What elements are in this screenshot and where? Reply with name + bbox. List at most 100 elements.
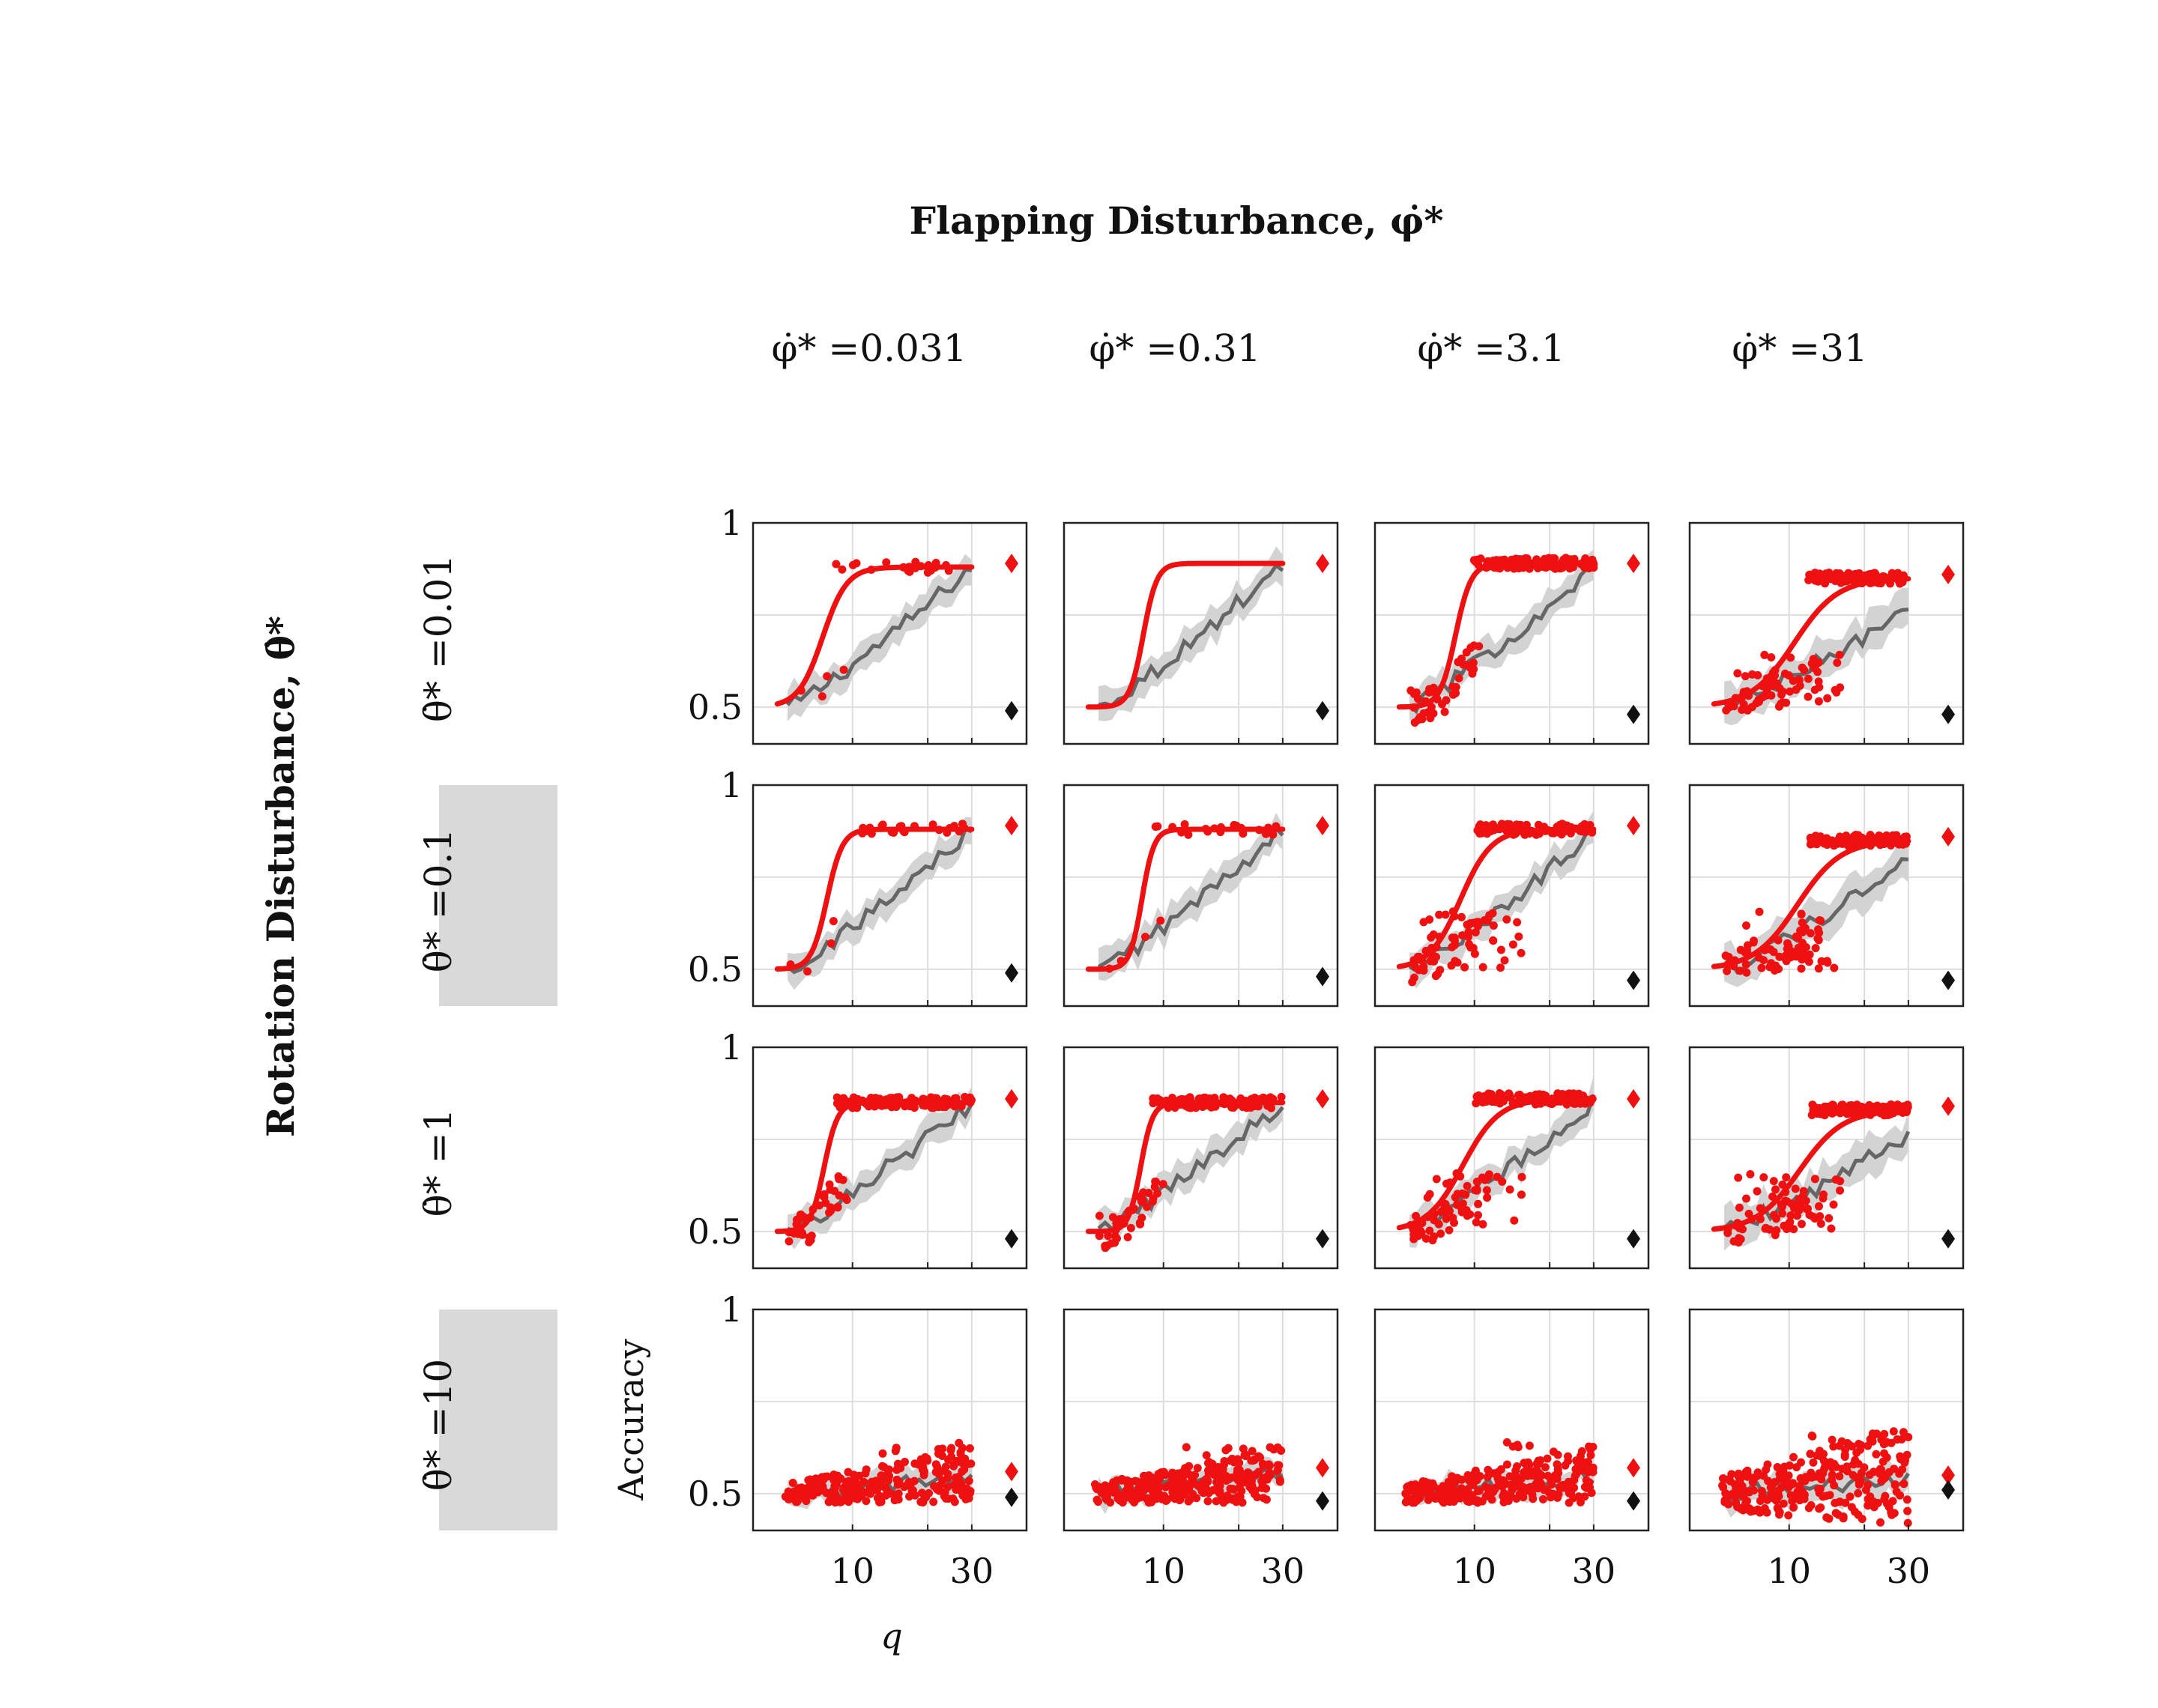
model-point bbox=[1425, 915, 1434, 924]
panel-r1-c1 bbox=[1063, 784, 1339, 1008]
model-point bbox=[1137, 1197, 1146, 1206]
model-point bbox=[1786, 1224, 1795, 1232]
model-point bbox=[1835, 569, 1844, 578]
model-point bbox=[910, 1491, 919, 1500]
y-tick-label: 1 bbox=[721, 1027, 743, 1068]
model-point bbox=[833, 1202, 842, 1211]
model-point bbox=[1797, 1220, 1806, 1229]
model-point bbox=[1819, 1456, 1828, 1465]
model-point bbox=[1783, 1197, 1792, 1206]
model-point bbox=[830, 1489, 839, 1498]
model-point bbox=[1265, 1469, 1274, 1477]
model-point bbox=[1806, 929, 1815, 938]
model-point bbox=[1148, 1197, 1157, 1206]
model-point bbox=[1887, 1438, 1896, 1447]
model-point bbox=[1137, 1214, 1146, 1223]
model-fit-curve bbox=[774, 826, 975, 972]
model-summary-diamond bbox=[1941, 1096, 1955, 1116]
model-point bbox=[1523, 1471, 1532, 1480]
model-point bbox=[1410, 718, 1419, 727]
model-point bbox=[817, 692, 826, 701]
model-point bbox=[1451, 941, 1460, 949]
model-point bbox=[1248, 1447, 1257, 1456]
model-point bbox=[1496, 945, 1505, 954]
row-label-3: θ̇* =10 bbox=[417, 1359, 460, 1492]
model-point bbox=[1789, 1503, 1798, 1512]
model-point bbox=[1574, 1089, 1583, 1098]
model-point bbox=[1502, 915, 1511, 924]
model-point bbox=[1799, 1187, 1808, 1196]
model-point bbox=[1890, 1465, 1899, 1474]
model-point bbox=[1204, 1489, 1213, 1497]
model-point bbox=[1888, 1510, 1896, 1519]
model-point bbox=[832, 560, 841, 569]
model-points bbox=[1406, 1089, 1597, 1245]
model-point bbox=[1269, 830, 1278, 839]
baseline-summary-diamond bbox=[1627, 704, 1640, 724]
model-point bbox=[1744, 941, 1752, 950]
model-point bbox=[1266, 1443, 1275, 1452]
model-point bbox=[1829, 1442, 1838, 1451]
model-point bbox=[1805, 1211, 1814, 1220]
model-point bbox=[1220, 1460, 1228, 1469]
model-point bbox=[1847, 571, 1856, 580]
model-point bbox=[825, 1180, 834, 1189]
model-point bbox=[1828, 1435, 1837, 1444]
model-point bbox=[1750, 936, 1758, 945]
model-point bbox=[1139, 1486, 1148, 1494]
model-point bbox=[1815, 682, 1824, 691]
model-point bbox=[1807, 1432, 1816, 1440]
model-point bbox=[1413, 694, 1422, 703]
model-point bbox=[965, 1444, 974, 1453]
panel-r2-c1 bbox=[1063, 1046, 1339, 1270]
plot-area bbox=[774, 1085, 976, 1250]
model-point bbox=[1778, 1202, 1786, 1211]
model-point bbox=[830, 1187, 839, 1196]
model-point bbox=[940, 1488, 949, 1497]
model-point bbox=[1464, 927, 1473, 936]
model-point bbox=[964, 1459, 973, 1468]
model-point bbox=[1439, 1498, 1448, 1506]
model-point bbox=[1804, 1503, 1813, 1512]
model-point bbox=[1197, 1482, 1206, 1490]
model-point bbox=[1739, 700, 1748, 709]
model-point bbox=[862, 1465, 871, 1474]
model-point bbox=[1240, 1451, 1249, 1460]
model-point bbox=[1259, 1494, 1268, 1503]
model-point bbox=[1251, 1470, 1260, 1479]
panel-frame bbox=[1063, 1308, 1339, 1532]
model-fit-curve bbox=[1085, 826, 1286, 972]
model-point bbox=[1793, 1211, 1801, 1220]
model-points bbox=[781, 1438, 976, 1507]
row-highlight-1 bbox=[439, 785, 557, 1006]
model-point bbox=[931, 1468, 940, 1477]
model-point bbox=[1831, 685, 1840, 694]
model-point bbox=[1143, 1202, 1152, 1211]
model-point bbox=[1498, 1177, 1507, 1186]
model-point bbox=[1547, 1480, 1556, 1489]
model-point bbox=[1425, 1226, 1434, 1235]
model-point bbox=[1577, 1466, 1586, 1475]
model-point bbox=[1126, 1223, 1135, 1232]
model-point bbox=[1733, 669, 1742, 678]
model-point bbox=[895, 1477, 904, 1486]
model-point bbox=[1254, 1452, 1263, 1461]
model-point bbox=[1837, 1437, 1846, 1446]
model-point bbox=[1153, 1189, 1162, 1198]
model-fit-curve bbox=[774, 1100, 975, 1235]
model-point bbox=[1453, 1200, 1461, 1209]
model-point bbox=[1821, 579, 1829, 588]
model-point bbox=[1769, 948, 1778, 957]
model-point bbox=[1772, 1214, 1780, 1223]
model-point bbox=[1155, 1483, 1164, 1492]
x-tick-label: 10 bbox=[1141, 1551, 1185, 1591]
model-point bbox=[1741, 960, 1750, 969]
model-point bbox=[1847, 1503, 1856, 1512]
model-summary-diamond bbox=[1316, 816, 1329, 836]
model-point bbox=[877, 1471, 886, 1480]
model-point bbox=[1161, 1483, 1170, 1492]
model-summary-diamond bbox=[1941, 826, 1955, 847]
model-point bbox=[1465, 1472, 1474, 1481]
model-fit-curve bbox=[1396, 826, 1597, 969]
model-point bbox=[1475, 1486, 1484, 1495]
